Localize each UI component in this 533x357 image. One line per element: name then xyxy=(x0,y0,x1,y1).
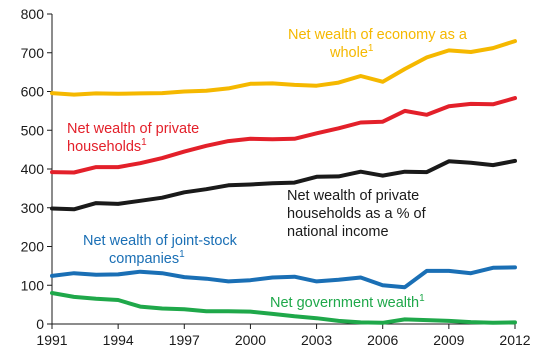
y-tick-label: 500 xyxy=(21,122,45,138)
series-label-line: Net wealth of private xyxy=(287,188,419,204)
series-line-households xyxy=(50,96,517,175)
series-label-superscript: 1 xyxy=(141,137,147,148)
series-label-text: national income xyxy=(287,224,389,240)
series-label-text: Net wealth of economy as a xyxy=(288,27,468,43)
x-tick-label: 2012 xyxy=(499,332,530,348)
series-label-text: whole xyxy=(329,45,368,61)
series-line-households_pct xyxy=(50,158,517,212)
series-label-line: Net wealth of joint-stock xyxy=(83,233,238,249)
y-tick-label: 700 xyxy=(21,45,45,61)
series-label-text: Net government wealth xyxy=(270,295,419,311)
series-label-text: Net wealth of private xyxy=(67,121,199,137)
series-label-line: companies1 xyxy=(109,249,185,267)
y-tick-label: 0 xyxy=(36,316,44,332)
x-axis-ticks: 1991 1994 1997 2000 2003 2006 2009 2012 xyxy=(36,324,531,348)
series-label-line: households1 xyxy=(67,137,147,155)
series-label-superscript: 1 xyxy=(419,293,425,304)
series-label-government: Net government wealth1 xyxy=(270,293,425,311)
series-label-line: Net wealth of private xyxy=(67,121,199,137)
x-tick-label: 2006 xyxy=(367,332,398,348)
y-tick-label: 200 xyxy=(21,239,45,255)
x-axis: 1991 1994 1997 2000 2003 2006 2009 2012 xyxy=(36,323,531,348)
x-tick-label: 2000 xyxy=(235,332,266,348)
y-tick-label: 300 xyxy=(21,200,45,216)
series-label-line: whole1 xyxy=(329,43,374,61)
series-label-superscript: 1 xyxy=(368,43,374,54)
x-tick-label: 2009 xyxy=(433,332,464,348)
series-label-superscript: 1 xyxy=(179,249,185,260)
x-tick-label: 1994 xyxy=(103,332,134,348)
series-label-line: Net government wealth1 xyxy=(270,293,425,311)
series-line-economy xyxy=(50,39,517,97)
series-lines xyxy=(50,39,517,325)
y-tick-label: 100 xyxy=(21,277,45,293)
y-tick-label: 400 xyxy=(21,161,45,177)
series-label-line: Net wealth of economy as a xyxy=(288,27,468,43)
x-tick-label: 1997 xyxy=(169,332,200,348)
series-label-text: households as a % of xyxy=(287,206,427,222)
y-axis-ticks: 0 100 200 300 400 500 600 700 800 xyxy=(21,6,52,332)
y-tick-label: 800 xyxy=(21,6,45,22)
series-label-line: households as a % of xyxy=(287,206,427,222)
y-tick-label: 600 xyxy=(21,84,45,100)
series-label-text: households xyxy=(67,139,141,155)
series-label-households_pct: Net wealth of private households as a % o… xyxy=(287,188,427,240)
series-label-text: Net wealth of joint-stock xyxy=(83,233,238,249)
series-label-line: national income xyxy=(287,224,389,240)
x-tick-label: 2003 xyxy=(301,332,332,348)
y-axis: 0 100 200 300 400 500 600 700 800 xyxy=(21,6,53,332)
series-label-text: companies xyxy=(109,251,179,267)
series-line-government xyxy=(50,291,517,325)
series-line-jointstock xyxy=(50,265,517,290)
series-label-text: Net wealth of private xyxy=(287,188,419,204)
x-tick-label: 1991 xyxy=(36,332,67,348)
